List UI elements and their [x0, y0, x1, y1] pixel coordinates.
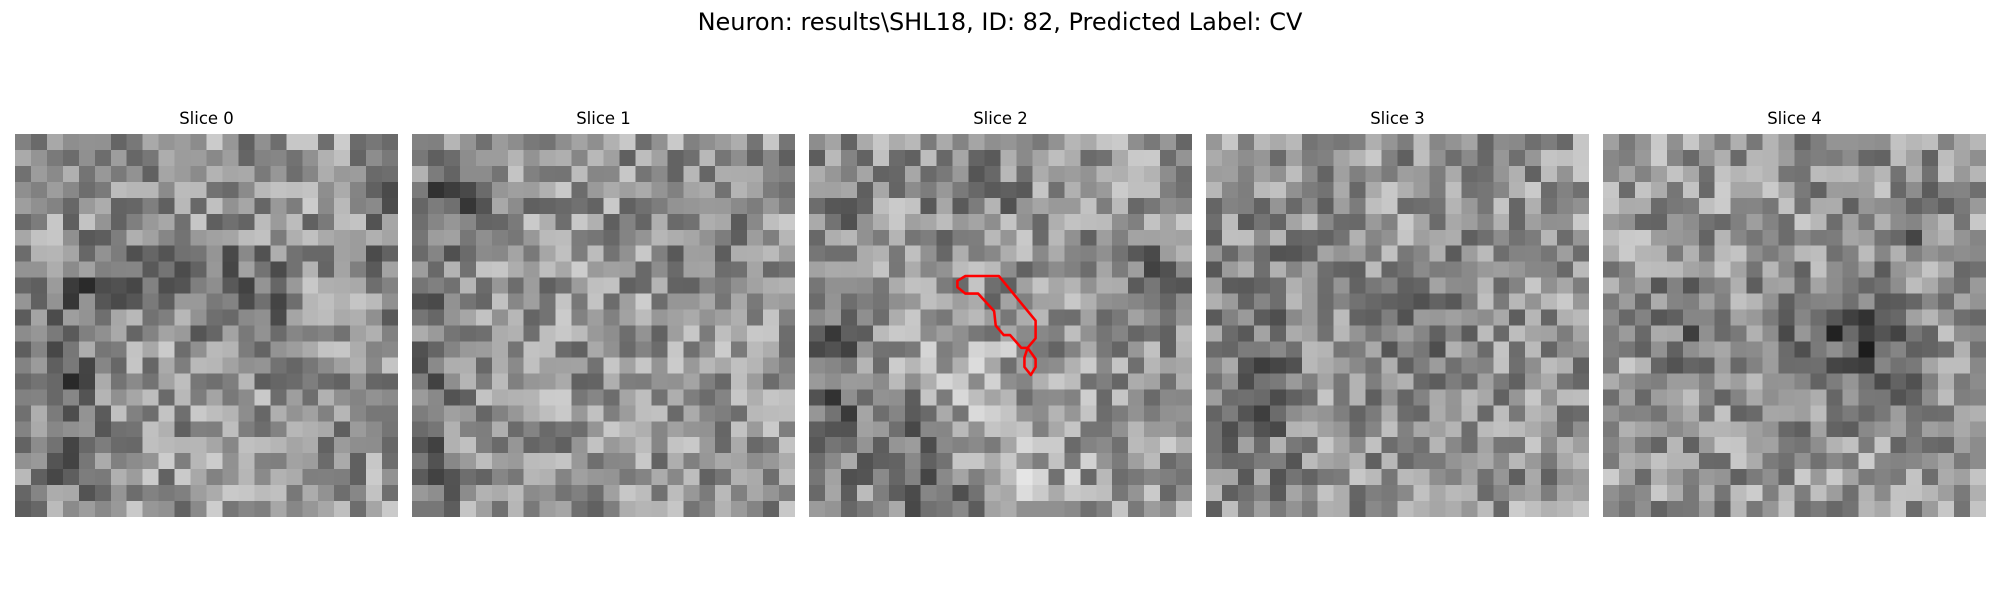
slice-panel-1: Slice 1	[412, 109, 795, 521]
slice-title-2: Slice 2	[973, 109, 1028, 128]
slice-title-4: Slice 4	[1767, 109, 1822, 128]
slice-image-3	[1206, 134, 1589, 517]
slice-image-1	[412, 134, 795, 517]
slice-image-0	[15, 134, 398, 517]
slice-panel-4: Slice 4	[1603, 109, 1986, 521]
slice-panel-3: Slice 3	[1206, 109, 1589, 521]
slice-image-4	[1603, 134, 1986, 517]
slice-panel-2: Slice 2	[809, 109, 1192, 521]
slice-title-1: Slice 1	[576, 109, 631, 128]
figure-title: Neuron: results\SHL18, ID: 82, Predicted…	[697, 8, 1303, 36]
roi-outline	[956, 274, 1037, 377]
slice-image-2	[809, 134, 1192, 517]
slice-title-3: Slice 3	[1370, 109, 1425, 128]
slice-panel-0: Slice 0	[15, 109, 398, 521]
slice-title-0: Slice 0	[179, 109, 234, 128]
